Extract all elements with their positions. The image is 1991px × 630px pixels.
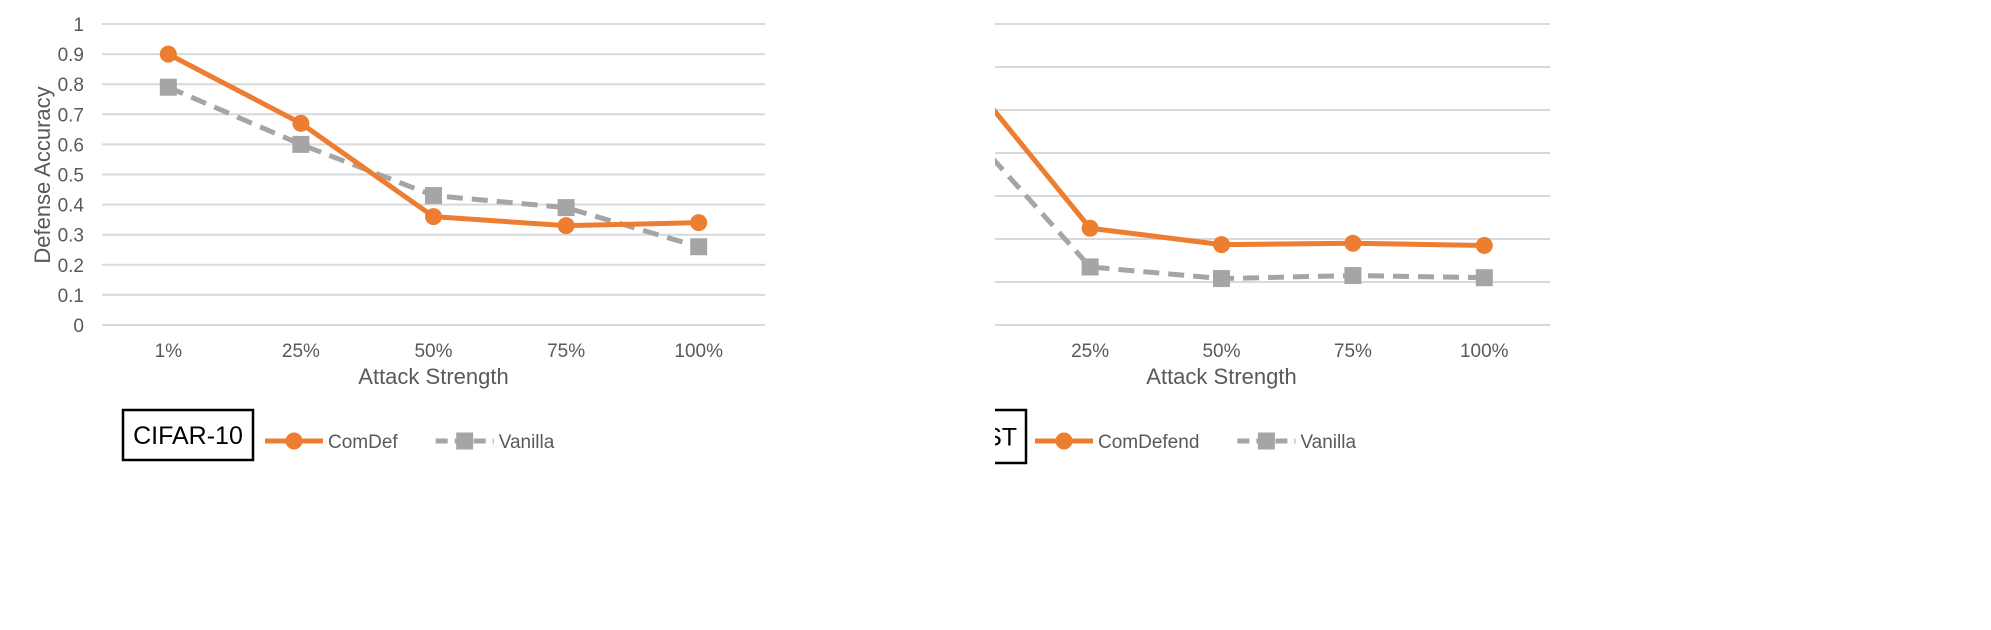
data-point bbox=[557, 199, 575, 217]
data-point bbox=[1475, 236, 1493, 254]
chart-fashion-mnist-svg: 00.10.20.30.40.50.60.71%25%50%75%100%Att… bbox=[995, 23, 1550, 465]
chart-title-box bbox=[995, 408, 1028, 465]
legend-marker bbox=[285, 432, 303, 450]
data-point bbox=[690, 238, 708, 256]
legend-label: Vanilla bbox=[499, 432, 555, 453]
chart-cifar10-svg: 0 0.1 0.2 0.3 0.4 0.5 0.6 0.7 0.8 0.9 1 1% 25% 50% 75%… bbox=[30, 15, 765, 462]
chart-title: CIFAR-10 bbox=[133, 422, 243, 450]
legend-marker bbox=[456, 432, 474, 450]
x-tick-label: 25% bbox=[282, 341, 320, 362]
x-tick-label: 25% bbox=[1071, 341, 1109, 362]
y-tick-label: 1 bbox=[73, 15, 84, 36]
data-point bbox=[1344, 267, 1362, 285]
x-tick-label: 75% bbox=[547, 341, 585, 362]
x-axis-title: Attack Strength bbox=[1146, 364, 1296, 389]
legend-label: Vanilla bbox=[1300, 432, 1356, 453]
chart-title: Fashion-MNIST bbox=[995, 424, 1017, 452]
legend-marker bbox=[1257, 432, 1275, 450]
data-point bbox=[292, 135, 310, 153]
data-point bbox=[557, 217, 575, 235]
data-point bbox=[1081, 258, 1099, 276]
data-point bbox=[690, 214, 708, 232]
y-axis-title: Defense Accuracy bbox=[30, 86, 55, 263]
y-tick-label: 0.3 bbox=[58, 226, 84, 247]
y-tick-label: 0.6 bbox=[58, 135, 84, 156]
x-tick-label: 75% bbox=[1334, 341, 1372, 362]
y-tick-label: 0 bbox=[73, 316, 84, 337]
y-tick-label: 0.7 bbox=[58, 105, 84, 126]
x-tick-label: 100% bbox=[1460, 341, 1509, 362]
series-line-comdefend bbox=[995, 107, 1485, 248]
y-tick-label: 0.1 bbox=[58, 286, 84, 307]
legend-label: ComDef bbox=[328, 432, 398, 453]
data-point bbox=[159, 78, 177, 96]
data-point bbox=[1344, 234, 1362, 252]
y-tick-label: 0.5 bbox=[58, 166, 84, 187]
data-point bbox=[1213, 270, 1230, 288]
legend-label: ComDefend bbox=[1098, 432, 1199, 453]
chart-cifar10: 0 0.1 0.2 0.3 0.4 0.5 0.6 0.7 0.8 0.9 1 1% 25% 50% 75%… bbox=[0, 0, 995, 630]
y-tick-label: 0.9 bbox=[58, 45, 84, 66]
data-point bbox=[159, 45, 177, 63]
x-tick-label: 50% bbox=[1202, 341, 1240, 362]
data-point bbox=[425, 187, 442, 205]
chart-title-box bbox=[121, 408, 255, 462]
legend-marker bbox=[1055, 432, 1073, 450]
x-tick-label: 50% bbox=[414, 341, 452, 362]
chart-fashion-mnist: 00.10.20.30.40.50.60.71%25%50%75%100%Att… bbox=[995, 0, 1991, 630]
data-point bbox=[1081, 219, 1099, 237]
y-tick-label: 0.8 bbox=[58, 75, 84, 96]
data-point bbox=[292, 114, 310, 132]
data-point bbox=[425, 208, 442, 226]
y-tick-label: 0.2 bbox=[58, 256, 84, 277]
x-axis-title: Attack Strength bbox=[358, 364, 508, 389]
x-tick-label: 100% bbox=[674, 341, 723, 362]
x-tick-label: 1% bbox=[155, 341, 183, 362]
data-point bbox=[1213, 236, 1230, 254]
y-tick-label: 0.4 bbox=[58, 196, 85, 217]
data-point bbox=[1475, 269, 1493, 287]
